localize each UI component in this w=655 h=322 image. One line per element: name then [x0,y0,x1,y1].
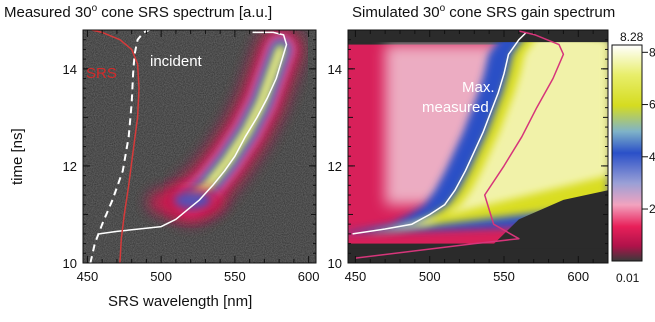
left-y-tick-label: 12 [63,159,77,174]
right-chart-title: Simulated 30o cone SRS gain spectrum [352,3,615,21]
colorbar: 8.28 0.01 2 4 6 8 [611,30,655,285]
left-chart-title: Measured 30o cone SRS spectrum [a.u.] [4,3,272,21]
gain-fill-dark-corner [474,190,608,263]
right-y-tick-label: 14 [328,62,342,77]
left-x-tick-label: 550 [224,269,246,284]
srs-annotation: SRS [86,65,117,82]
right-title-superscript: o [440,3,446,14]
left-x-tick-label: 600 [298,269,320,284]
max-annotation: Max. [462,79,495,96]
colorbar-min-label: 0.01 [616,271,640,285]
right-series-line-0 [352,31,527,235]
blob-lower-lobe-core [174,192,211,209]
right-x-tick-label: 450 [345,269,367,284]
left-y-axis-label: time [ns] [9,128,26,185]
incident-annotation: incident [150,53,203,70]
left-series-line-1 [89,30,150,263]
measured-annotation: measured [422,99,489,116]
colorbar-tick-label: 6 [649,98,655,112]
right-y-tick-label: 10 [328,256,342,271]
left-title-rest: cone SRS spectrum [a.u.] [97,4,272,21]
gain-fill-dark-bottom [348,248,608,263]
blob-core [188,47,283,202]
right-series-lines [352,30,565,259]
right-y-tick-label: 12 [328,159,342,174]
left-plot-panel: 450 500 550 600 10 12 14 SRS incident [63,29,320,284]
left-x-axis-label: SRS wavelength [nm] [108,293,252,310]
right-x-tick-label: 500 [419,269,441,284]
colorbar-gradient [611,44,643,262]
colorbar-ticks: 2 4 6 8 [642,45,655,216]
colorbar-tick-label: 8 [649,45,655,59]
left-axes: 450 500 550 600 10 12 14 [63,29,320,284]
left-series-line-2 [91,30,140,263]
left-x-tick-label: 450 [77,269,99,284]
gain-fill-dark-top [348,30,608,43]
colorbar-max-label: 8.28 [620,30,644,44]
right-gain-fill [348,30,608,263]
left-y-tick-label: 10 [63,256,77,271]
colorbar-tick-label: 4 [649,150,655,164]
gain-fill-light [368,32,608,234]
right-plot-panel: 450 500 550 600 10 12 14 Max. measured [328,29,609,284]
right-x-tick-label: 600 [567,269,589,284]
left-x-tick-label: 500 [150,269,172,284]
left-series-lines [89,30,288,263]
left-series-line-0 [99,31,288,235]
left-y-tick-label: 14 [63,62,77,77]
right-axes: 450 500 550 600 10 12 14 [328,29,609,284]
colorbar-tick-label: 2 [649,202,655,216]
right-series-line-1 [355,30,565,259]
left-title-superscript: o [92,3,98,14]
right-title-rest: cone SRS gain spectrum [445,4,615,21]
right-x-tick-label: 550 [493,269,515,284]
